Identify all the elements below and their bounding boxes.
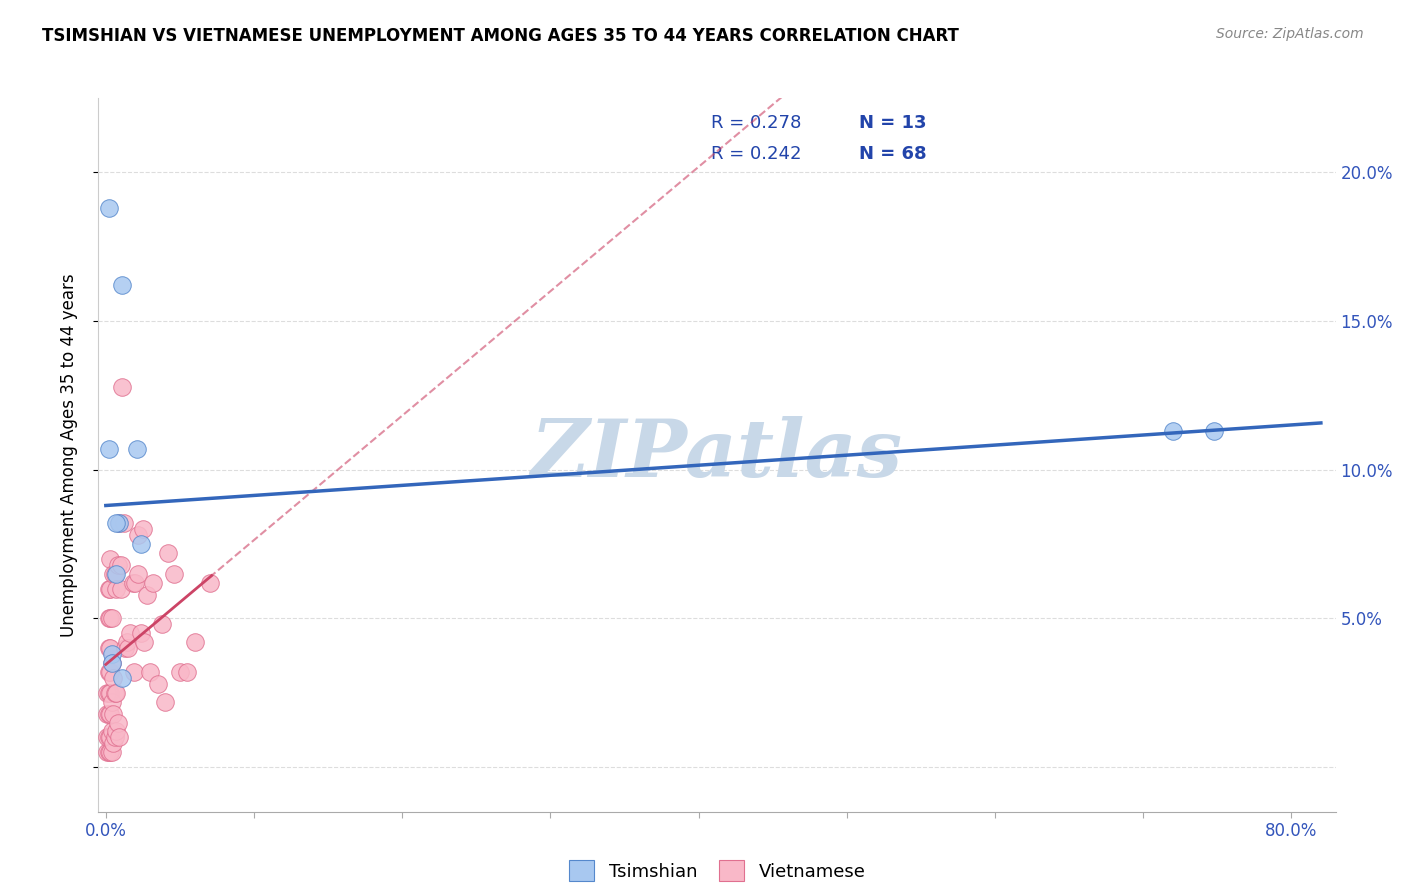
- Point: [184, 635, 207, 649]
- Point: [117, 641, 139, 656]
- Point: [110, 558, 132, 572]
- Point: [114, 641, 136, 656]
- Point: [105, 582, 128, 596]
- Point: [111, 278, 134, 293]
- Point: [100, 656, 122, 670]
- Point: [97, 665, 120, 679]
- Point: [108, 516, 131, 531]
- Point: [97, 641, 120, 656]
- Text: ZIPatlas: ZIPatlas: [531, 417, 903, 493]
- Point: [96, 745, 118, 759]
- Point: [103, 736, 125, 750]
- Point: [97, 731, 120, 745]
- Point: [115, 635, 138, 649]
- Point: [1204, 424, 1226, 438]
- Point: [103, 706, 125, 721]
- Point: [100, 647, 122, 661]
- Point: [97, 745, 120, 759]
- Point: [104, 731, 127, 745]
- Point: [132, 522, 155, 536]
- Point: [98, 731, 121, 745]
- Point: [169, 665, 191, 679]
- Point: [107, 715, 129, 730]
- Point: [198, 575, 221, 590]
- Point: [97, 582, 120, 596]
- Point: [121, 575, 143, 590]
- Point: [111, 671, 134, 685]
- Text: R = 0.242: R = 0.242: [711, 145, 801, 162]
- Point: [104, 686, 127, 700]
- Point: [125, 442, 148, 456]
- Point: [98, 745, 121, 759]
- Point: [110, 582, 132, 596]
- Point: [107, 558, 129, 572]
- Point: [127, 528, 149, 542]
- Point: [98, 552, 121, 566]
- Point: [96, 706, 118, 721]
- Point: [97, 706, 120, 721]
- Point: [136, 588, 159, 602]
- Point: [100, 745, 122, 759]
- Point: [122, 665, 145, 679]
- Point: [98, 706, 121, 721]
- Y-axis label: Unemployment Among Ages 35 to 44 years: Unemployment Among Ages 35 to 44 years: [59, 273, 77, 637]
- Point: [105, 724, 128, 739]
- Point: [97, 442, 120, 456]
- Point: [1161, 424, 1184, 438]
- Point: [103, 671, 125, 685]
- Point: [153, 695, 176, 709]
- Text: Source: ZipAtlas.com: Source: ZipAtlas.com: [1216, 27, 1364, 41]
- Point: [150, 617, 173, 632]
- Point: [134, 635, 156, 649]
- Point: [96, 731, 118, 745]
- Point: [100, 724, 122, 739]
- Point: [142, 575, 165, 590]
- Text: R = 0.278: R = 0.278: [711, 114, 801, 132]
- Point: [105, 686, 128, 700]
- Point: [100, 695, 122, 709]
- Point: [98, 582, 121, 596]
- Point: [97, 201, 120, 215]
- Point: [111, 379, 134, 393]
- Point: [163, 566, 186, 581]
- Point: [139, 665, 162, 679]
- Point: [98, 611, 121, 625]
- Point: [127, 566, 149, 581]
- Point: [100, 656, 122, 670]
- Text: N = 68: N = 68: [859, 145, 927, 162]
- Point: [104, 566, 127, 581]
- Point: [97, 686, 120, 700]
- Point: [124, 575, 146, 590]
- Point: [98, 686, 121, 700]
- Text: N = 13: N = 13: [859, 114, 927, 132]
- Point: [131, 537, 153, 551]
- Text: TSIMSHIAN VS VIETNAMESE UNEMPLOYMENT AMONG AGES 35 TO 44 YEARS CORRELATION CHART: TSIMSHIAN VS VIETNAMESE UNEMPLOYMENT AMO…: [42, 27, 959, 45]
- Point: [146, 677, 169, 691]
- Point: [157, 546, 180, 560]
- Legend: Tsimshian, Vietnamese: Tsimshian, Vietnamese: [561, 853, 873, 888]
- Point: [131, 626, 153, 640]
- Point: [112, 516, 135, 531]
- Point: [105, 566, 128, 581]
- Point: [100, 611, 122, 625]
- Point: [118, 626, 141, 640]
- Point: [105, 516, 128, 531]
- Point: [108, 516, 131, 531]
- Point: [176, 665, 198, 679]
- Point: [103, 566, 125, 581]
- Point: [108, 731, 131, 745]
- Point: [96, 686, 118, 700]
- Point: [98, 665, 121, 679]
- Point: [97, 611, 120, 625]
- Point: [98, 641, 121, 656]
